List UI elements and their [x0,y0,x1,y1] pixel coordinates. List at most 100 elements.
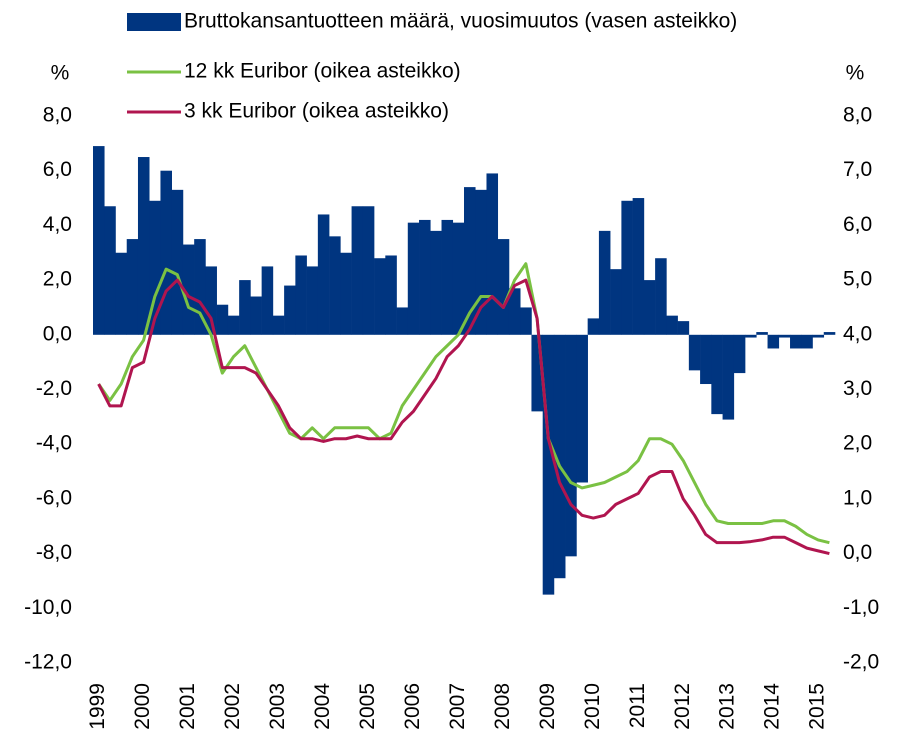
bar [666,315,678,335]
bar [362,206,375,335]
bar [565,334,577,557]
x-tick-label: 2005 [356,683,379,730]
x-tick-label: 2010 [581,683,604,730]
legend-label: 3 kk Euribor (oikea asteikko) [184,100,449,123]
bar [149,200,161,335]
y2-tick-label: 7,0 [843,158,872,181]
y-tick-label: 4,0 [43,213,72,236]
y2-tick-label: 4,0 [843,322,872,345]
bar [441,219,454,335]
y2-tick-label: -1,0 [843,596,879,619]
y2-tick-label: 3,0 [843,377,872,400]
bar [553,334,566,579]
bar [216,304,229,335]
bar [812,334,825,338]
bar [452,222,465,335]
bar [430,230,442,335]
x-tick-label: 2014 [761,683,784,730]
bar [329,236,341,335]
bar [396,307,409,335]
bar [632,198,645,335]
bar [194,239,206,335]
y-tick-label: -4,0 [36,432,72,455]
bar [227,315,240,335]
bar [385,255,397,335]
y-tick-label: -8,0 [36,541,72,564]
y2-tick-label: 2,0 [843,432,872,455]
bar [295,255,307,335]
bar [497,239,510,335]
bar [711,334,723,415]
bar [801,334,813,349]
y-tick-label: -12,0 [24,651,72,674]
bar [272,315,285,335]
y2-tick-label: 5,0 [843,268,872,291]
bar [756,332,768,335]
bar [722,334,735,420]
bar [677,321,690,335]
y-tick-label: -6,0 [36,486,72,509]
y2-tick-label: 0,0 [843,541,872,564]
bar [542,334,555,595]
bar [374,258,386,335]
bar [486,173,499,335]
bar [508,288,521,335]
y-axis-label: % [51,62,70,85]
y2-axis-label: % [846,62,865,85]
bar [790,334,802,349]
bar [464,187,476,335]
bar [733,334,746,374]
bar [767,334,780,349]
bar [745,334,757,338]
x-tick-label: 2004 [311,683,334,730]
y-tick-label: -10,0 [24,596,72,619]
bar [317,214,330,335]
x-tick-label: 2003 [266,683,289,730]
y2-tick-label: 8,0 [843,104,872,127]
bar [407,222,420,335]
x-tick-label: 2008 [491,683,514,730]
x-tick-label: 2013 [716,683,739,730]
bar [239,280,251,335]
bar [621,200,633,335]
legend-label: Bruttokansantuotteen määrä, vuosimuutos … [184,10,737,33]
bar [700,334,712,385]
bar [520,307,532,335]
bar [93,146,105,335]
bar [351,206,364,335]
x-tick-label: 2001 [176,683,199,730]
y-tick-label: 2,0 [43,268,72,291]
y-tick-label: -2,0 [36,377,72,400]
y-tick-label: 6,0 [43,158,72,181]
bar [587,318,600,335]
x-tick-label: 2007 [446,683,469,730]
y-tick-label: 0,0 [43,322,72,345]
bar [643,280,656,335]
bar [576,334,588,483]
line [97,262,830,545]
bar [126,239,139,335]
bar [261,266,274,335]
x-tick-label: 2012 [671,683,694,730]
x-tick-label: 2011 [626,683,649,728]
bar [284,285,296,335]
bar [160,170,172,335]
bar [104,206,116,335]
bar [205,266,217,335]
x-tick-label: 2009 [536,683,559,730]
bar [171,189,184,335]
x-tick-label: 2000 [131,683,154,730]
bar [655,258,667,335]
bar [688,334,701,371]
bar [306,266,319,335]
y2-tick-label: 6,0 [843,213,872,236]
bar [250,296,262,335]
x-tick-label: 2006 [401,683,424,730]
bar [598,230,611,335]
x-tick-label: 2002 [221,683,244,730]
bar [531,334,543,412]
legend-label: 12 kk Euribor (oikea asteikko) [184,60,461,83]
bar [778,334,791,338]
x-tick-label: 1999 [86,683,109,730]
